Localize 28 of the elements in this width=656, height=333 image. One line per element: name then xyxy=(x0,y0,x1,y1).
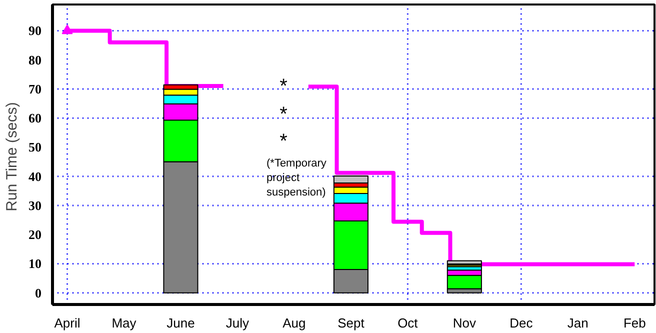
y-axis-title: Run Time (secs) xyxy=(4,102,20,212)
y-tick-label: 30 xyxy=(28,198,42,213)
x-tick-label: May xyxy=(112,316,137,330)
x-tick-label: July xyxy=(226,316,250,330)
y-tick-label: 90 xyxy=(28,23,42,38)
y-tick-label: 50 xyxy=(28,140,42,155)
y-tick-label: 20 xyxy=(28,227,42,242)
annotation: (*Temporary project suspension) xyxy=(266,158,327,198)
x-tick-label: Sept xyxy=(338,316,365,330)
x-tick-label: Jan xyxy=(567,316,588,330)
x-tick-label: Nov xyxy=(452,316,476,330)
y-tick-label: 70 xyxy=(28,81,42,96)
y-tick-label: 10 xyxy=(28,256,42,272)
x-tick-label: Feb xyxy=(623,316,646,330)
annotation: * xyxy=(280,130,288,152)
annotation: * xyxy=(280,104,288,126)
x-tick-label: Oct xyxy=(398,316,418,330)
y-tick-label: 80 xyxy=(28,52,42,68)
x-tick-label: Aug xyxy=(282,316,306,330)
y-tick-label: 40 xyxy=(28,168,42,184)
bar xyxy=(446,274,482,290)
y-tick-label: 0 xyxy=(35,285,42,300)
bar xyxy=(333,176,368,184)
y-tick-label: 60 xyxy=(28,110,42,126)
x-tick-label: June xyxy=(166,316,195,330)
x-tick-label: Dec xyxy=(510,316,534,330)
x-tick-label: April xyxy=(54,316,80,330)
annotation: * xyxy=(280,76,288,98)
